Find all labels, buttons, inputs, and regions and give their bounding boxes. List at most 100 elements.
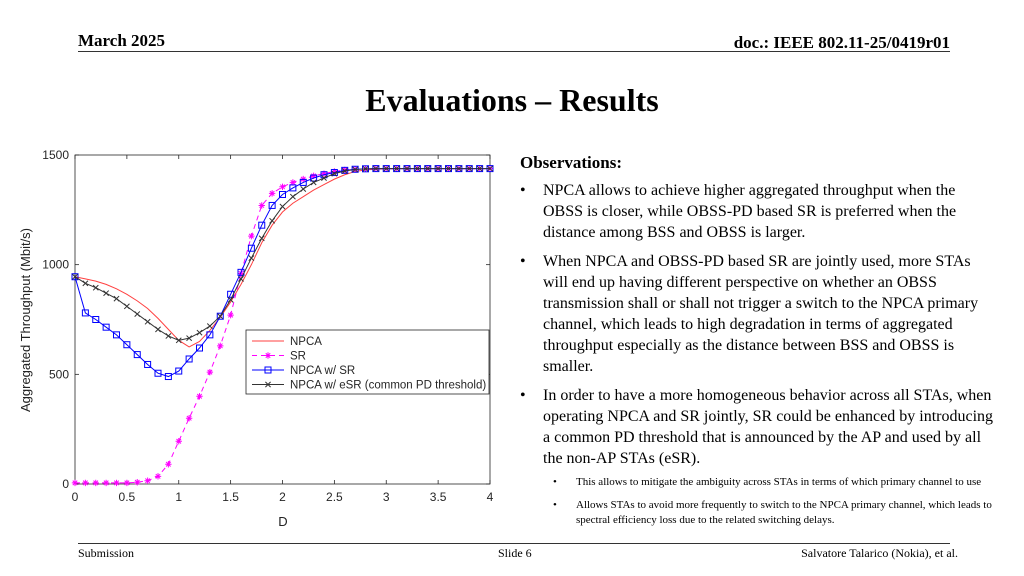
legend-label: NPCA [290, 336, 322, 348]
data-point [82, 280, 89, 287]
data-point [217, 313, 224, 320]
data-point [258, 221, 266, 229]
data-point [102, 323, 110, 331]
data-point [185, 415, 193, 422]
data-point [258, 202, 265, 209]
data-point [331, 170, 338, 177]
data-point [206, 368, 214, 376]
data-point [123, 341, 131, 349]
legend-label: NPCA w/ eSR (common PD threshold) [290, 380, 486, 392]
plot-area [74, 154, 491, 485]
data-point [72, 273, 78, 280]
data-point [154, 473, 162, 480]
x-tick-label: 0 [72, 490, 79, 504]
observation-bullet-3-text: In order to have a more homogeneous beha… [543, 387, 994, 467]
throughput-chart: 0 0.5 1 1.5 2 2.5 3 3.5 4 0 500 1000 1500 NPCA SR NPCA … [18, 148, 494, 529]
data-point [175, 367, 183, 375]
data-point [134, 311, 141, 317]
observation-sub-bullet-2: Allows STAs to avoid more frequently to … [543, 498, 995, 528]
data-point [321, 175, 327, 181]
data-point [144, 477, 151, 484]
header-divider [78, 51, 950, 52]
observations-list: NPCA allows to achieve higher aggregated… [520, 180, 995, 528]
data-point [82, 479, 89, 487]
data-point [269, 217, 276, 224]
data-point [383, 165, 390, 172]
data-point [435, 165, 442, 172]
data-point [155, 326, 161, 333]
data-point [123, 303, 130, 310]
x-tick-label: 3 [383, 490, 390, 504]
observations-panel: Observations: NPCA allows to achieve hig… [520, 152, 995, 536]
data-point [238, 275, 244, 282]
chart-legend: NPCA SR NPCA w/ SR NPCA w/ eSR (common PD t… [245, 329, 490, 395]
legend-label: NPCA w/ SR [290, 365, 355, 377]
data-point [92, 479, 99, 487]
data-point [264, 366, 272, 374]
data-point [133, 351, 141, 359]
observation-sub-bullet-1: This allows to mitigate the ambiguity ac… [543, 475, 995, 490]
data-point [279, 190, 286, 198]
data-point [310, 174, 318, 182]
data-point [227, 296, 234, 303]
legend-label: SR [290, 351, 306, 363]
data-point [144, 318, 151, 325]
data-point [264, 352, 272, 359]
legend-box [245, 329, 490, 395]
data-point [196, 344, 203, 352]
data-point [393, 165, 400, 172]
data-point [217, 342, 224, 350]
data-point [164, 373, 172, 381]
data-point [424, 165, 431, 172]
data-point [103, 290, 110, 297]
data-point [258, 235, 265, 242]
data-point [372, 165, 379, 172]
legend-item: NPCA w/ eSR (common PD threshold) [252, 380, 486, 392]
header-doc-id: doc.: IEEE 802.11-25/0419r01 [733, 33, 950, 52]
data-point [248, 232, 255, 240]
data-point [113, 479, 120, 487]
data-point [165, 332, 172, 339]
data-point [113, 331, 120, 339]
data-point [310, 179, 317, 186]
data-point [81, 309, 89, 317]
data-point [362, 165, 369, 172]
header-date: March 2025 [78, 31, 166, 50]
y-tick-label: 500 [49, 367, 69, 381]
data-point [144, 360, 152, 368]
data-point [476, 165, 483, 172]
data-point [310, 172, 317, 180]
data-point [331, 168, 338, 175]
data-point [102, 479, 110, 487]
data-point [445, 165, 452, 172]
y-tick-label: 0 [62, 477, 69, 491]
x-tick-label: 2 [279, 490, 286, 504]
data-point [134, 479, 141, 486]
observation-bullet-3: In order to have a more homogeneous beha… [520, 385, 995, 528]
legend-item: NPCA w/ SR [252, 365, 355, 377]
data-point [341, 168, 348, 174]
x-axis-label: D [278, 514, 287, 529]
data-point [206, 323, 213, 330]
data-point [175, 337, 182, 344]
data-point [487, 165, 493, 172]
x-tick-label: 4 [487, 490, 494, 504]
x-tick-label: 0.5 [119, 490, 136, 504]
x-tick-label: 2.5 [326, 490, 343, 504]
observation-bullet-1: NPCA allows to achieve higher aggregated… [520, 180, 995, 243]
data-point [186, 335, 193, 342]
data-point [92, 284, 99, 291]
data-point [279, 203, 286, 210]
data-point [289, 179, 297, 186]
slide-title: Evaluations – Results [365, 82, 659, 118]
y-tick-label: 1500 [42, 148, 69, 162]
data-point [71, 273, 79, 281]
data-point [71, 479, 79, 487]
x-tick-label: 1 [175, 490, 182, 504]
observations-heading: Observations: [520, 153, 622, 172]
data-point [320, 170, 328, 177]
data-point [227, 311, 234, 319]
observation-bullet-2: When NPCA and OBSS-PD based SR are joint… [520, 251, 995, 377]
data-point [154, 369, 162, 377]
legend-item: NPCA [252, 336, 322, 348]
